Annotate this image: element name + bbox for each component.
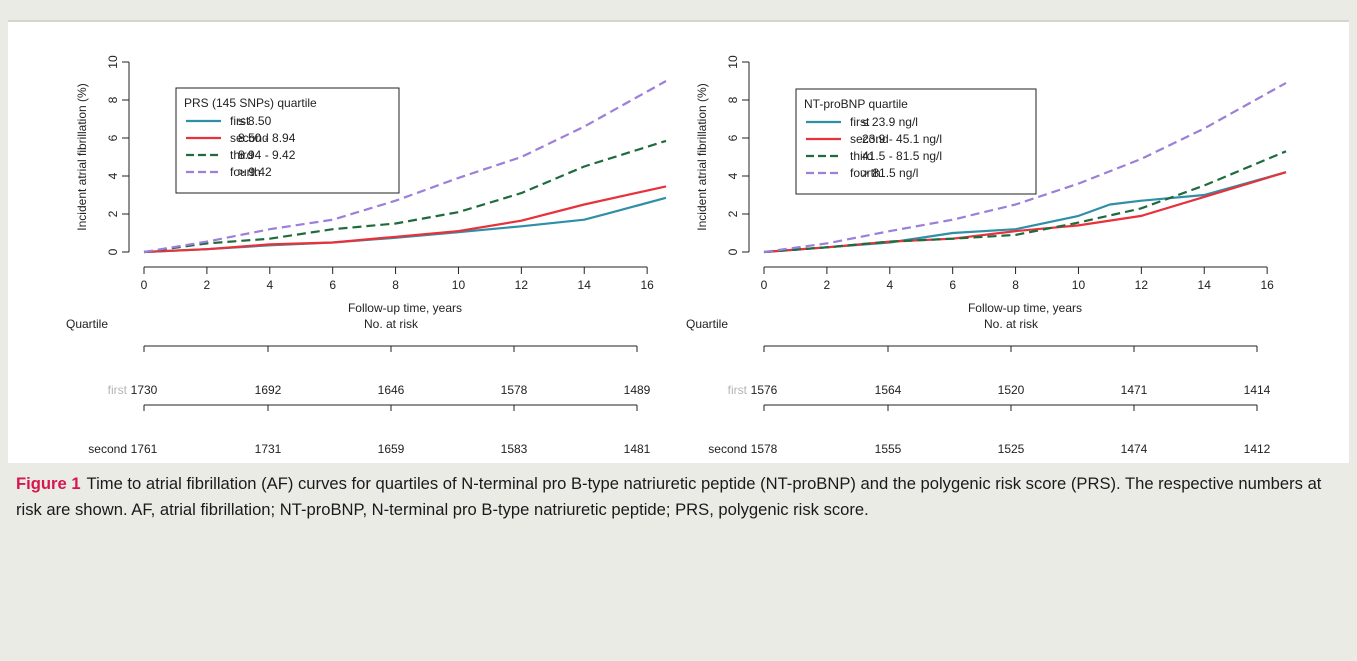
panel-2-legend-label-fourth: fourth (850, 166, 881, 180)
panel-1-y-axis-label: Incident atrial fibrillation (%) (75, 83, 89, 230)
panel-1-x-tick-label: 2 (204, 278, 211, 292)
panel-2-y-tick-label: 2 (726, 210, 740, 217)
panel-2-legend-box (795, 88, 1037, 195)
panel-1-risk-value: 1692 (255, 383, 282, 397)
panel-1-legend-title: PRS (145 SNPs) quartile (184, 96, 317, 110)
panel-2-series-fourth-line (763, 81, 1287, 254)
panel-2-legend-range-second: 23.9 - 45.1 ng/l (862, 132, 942, 146)
panel-1-series-first-line (143, 196, 667, 254)
figure-svg: 0 2 4 6 8 10 Incident atrial fibrillation (%) 0… (66, 55, 1287, 456)
panel-1-risk-row-label: second (88, 442, 127, 456)
panel-2-x-tick-label: 14 (1198, 278, 1212, 292)
panel-1-x-tick-label: 10 (452, 278, 466, 292)
panel-1-x-tick-label: 12 (515, 278, 529, 292)
panel-2-series-third-line (763, 150, 1287, 254)
panel-2-x-axis-label: Follow-up time, years (968, 301, 1082, 315)
panel-1-y-tick-label: 4 (106, 172, 120, 179)
panel-1-x-tick-label: 0 (141, 278, 148, 292)
panel-2-x-tick-label: 6 (949, 278, 956, 292)
panel-2-risk-value: 1576 (751, 383, 778, 397)
panel-2-risk-value: 1414 (1244, 383, 1271, 397)
panel-2-legend-label-second: second (850, 132, 889, 146)
panel-2-x-tick-label: 0 (761, 278, 768, 292)
panel-2-risk-value: 1412 (1244, 442, 1271, 456)
panel-1-legend-range-first: ≤ 8.50 (238, 114, 272, 128)
panel-2-x-tick-label: 8 (1012, 278, 1019, 292)
panel-1-x-tick-label: 6 (329, 278, 336, 292)
panel-1-risk-row-label: first (108, 383, 128, 397)
panel-1-risk-value: 1578 (501, 383, 528, 397)
panel-1-risk-value: 1730 (131, 383, 158, 397)
figure-label: Figure 1 (16, 474, 81, 493)
panel-1-legend-range-fourth: > 9.42 (238, 165, 272, 179)
panel-2-risk-value: 1525 (998, 442, 1025, 456)
panel-2-y-tick-label: 10 (726, 55, 740, 69)
panel-2-x-tick-label: 16 (1260, 278, 1274, 292)
panel-1-risk-value: 1659 (378, 442, 405, 456)
panel-1-risk-header: No. at risk (364, 317, 419, 331)
panel-1-legend-label-third: third (230, 148, 253, 162)
panel-1-legend-range-third: 8.94 - 9.42 (238, 148, 296, 162)
panel-1-risk-quartile-header: Quartile (66, 317, 108, 331)
panel-1-y-tick-label: 0 (106, 248, 120, 255)
panel-2-risk-quartile-header: Quartile (686, 317, 728, 331)
panel-1-series-fourth-line (143, 80, 667, 254)
panel-2-risk-value: 1564 (875, 383, 902, 397)
panel-2-x-tick-label: 4 (886, 278, 893, 292)
panel-1-legend-label-fourth: fourth (230, 165, 261, 179)
panel-1-series-second-line (143, 185, 667, 254)
panel-1-y-tick-label: 2 (106, 210, 120, 217)
panel-2-y-tick-label: 6 (726, 134, 740, 141)
panel-1-risk-value: 1481 (624, 442, 651, 456)
panel-2-legend-range-third: 41.5 - 81.5 ng/l (862, 149, 942, 163)
panel-2-y-axis-label: Incident atrial fibrillation (%) (695, 83, 709, 230)
panel-1-legend-range-second: 8.50 - 8.94 (238, 131, 296, 145)
panel-2-x-tick-label: 10 (1072, 278, 1086, 292)
panel-2-risk-row-label: first (728, 383, 748, 397)
panel-1-x-tick-label: 16 (640, 278, 654, 292)
panel-2-y-tick-label: 8 (726, 96, 740, 103)
panel-2-risk-header: No. at risk (984, 317, 1039, 331)
panel-2-x-tick-label: 12 (1135, 278, 1149, 292)
panel-1-legend-label-second: second (230, 131, 269, 145)
panel-2-legend-title: NT-proBNP quartile (804, 97, 908, 111)
caption-text: Time to atrial fibrillation (AF) curves … (16, 474, 1322, 519)
figure-caption: Figure 1 Time to atrial fibrillation (AF)… (16, 471, 1342, 523)
panel-1-y-tick-label: 8 (106, 96, 120, 103)
panel-2-risk-row-label: second (708, 442, 747, 456)
panel-1-y-tick-label: 10 (106, 55, 120, 69)
panel-2-legend-range-first: ≤ 23.9 ng/l (862, 115, 918, 129)
panel-2-legend-range-fourth: > 81.5 ng/l (862, 166, 918, 180)
panel-2-x-tick-label: 2 (824, 278, 831, 292)
panel-2-risk-value: 1520 (998, 383, 1025, 397)
panel-1-legend-label-first: first (230, 114, 250, 128)
figure-panel: 0 2 4 6 8 10 Incident atrial fibrillation (%) 0… (8, 20, 1349, 463)
panel-2-legend-label-first: first (850, 115, 870, 129)
panel-1-x-tick-label: 8 (392, 278, 399, 292)
panel-2-y-tick-label: 0 (726, 248, 740, 255)
panel-1-x-axis-label: Follow-up time, years (348, 301, 462, 315)
panel-1-series-third-line (143, 139, 667, 254)
panel-1-legend-box (175, 87, 400, 194)
panel-2-risk-value: 1555 (875, 442, 902, 456)
panel-2-risk-value: 1474 (1121, 442, 1148, 456)
panel-2-risk-value: 1578 (751, 442, 778, 456)
panel-1-risk-value: 1646 (378, 383, 405, 397)
panel-2-risk-value: 1471 (1121, 383, 1148, 397)
panel-1-risk-value: 1761 (131, 442, 158, 456)
panel-1-x-tick-label: 4 (266, 278, 273, 292)
panel-1-x-tick-label: 14 (578, 278, 592, 292)
panel-1-y-tick-label: 6 (106, 134, 120, 141)
panel-1-risk-value: 1731 (255, 442, 282, 456)
panel-2-legend-label-third: third (850, 149, 873, 163)
panel-1-risk-value: 1583 (501, 442, 528, 456)
panel-1-risk-value: 1489 (624, 383, 651, 397)
panel-2-y-tick-label: 4 (726, 172, 740, 179)
